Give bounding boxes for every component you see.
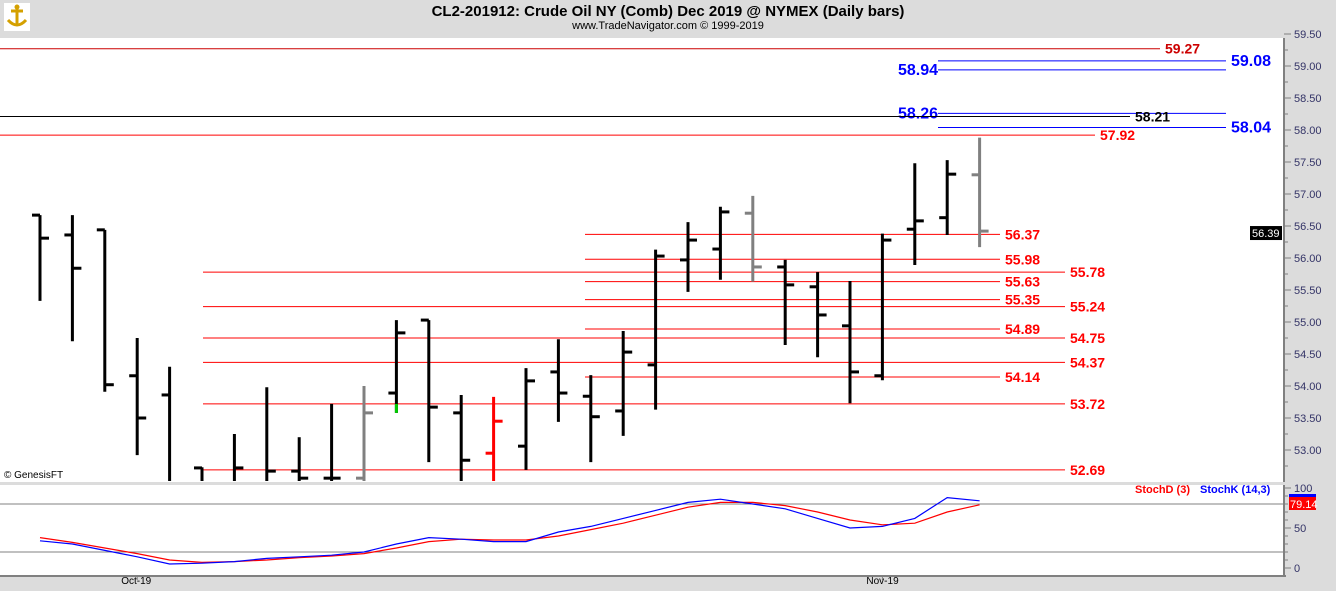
stoch-y-label: 100 xyxy=(1294,483,1312,495)
level-label: 54.75 xyxy=(1070,330,1105,346)
y-tick-label: 56.50 xyxy=(1294,221,1322,233)
level-label: 58.21 xyxy=(1135,109,1170,125)
stochd-line xyxy=(39,501,980,564)
level-label: 56.37 xyxy=(1005,226,1040,242)
last-price-box xyxy=(1250,226,1282,241)
chart-title: CL2-201912: Crude Oil NY (Comb) Dec 2019… xyxy=(431,3,905,20)
price-panel xyxy=(0,38,1284,482)
stoch-y-label: 0 xyxy=(1294,563,1300,575)
y-tick-label: 57.50 xyxy=(1294,157,1322,169)
y-tick-label: 55.00 xyxy=(1294,317,1322,329)
level-label: 59.27 xyxy=(1165,41,1200,57)
level-label: 52.69 xyxy=(1070,462,1105,478)
level-label: 55.63 xyxy=(1005,274,1040,290)
level-label: 54.89 xyxy=(1005,321,1040,337)
y-tick-label: 56.00 xyxy=(1294,253,1322,265)
level-label: 55.98 xyxy=(1005,251,1040,267)
level-label: 53.72 xyxy=(1070,396,1105,412)
legend-stochk: StochK (14,3) xyxy=(1200,484,1271,496)
stochk-marker xyxy=(1289,494,1316,497)
y-tick-label: 54.00 xyxy=(1294,381,1322,393)
level-label: 55.78 xyxy=(1070,264,1105,280)
level-label: 59.08 xyxy=(1231,53,1271,70)
level-label: 58.94 xyxy=(898,62,938,79)
stoch-last-box xyxy=(1289,497,1316,510)
y-tick-label: 58.00 xyxy=(1294,125,1322,137)
y-tick-label: 59.50 xyxy=(1294,29,1322,41)
level-label: 55.24 xyxy=(1070,299,1105,315)
y-tick-label: 54.50 xyxy=(1294,349,1322,361)
level-label: 54.14 xyxy=(1005,369,1040,385)
stoch-y-label: 50 xyxy=(1294,523,1306,535)
y-tick-label: 59.00 xyxy=(1294,61,1322,73)
legend-stochd: StochD (3) xyxy=(1135,484,1190,496)
stochk-line xyxy=(39,496,980,565)
level-label: 57.92 xyxy=(1100,127,1135,143)
y-tick-label: 53.00 xyxy=(1294,445,1322,457)
x-tick-label: Nov-19 xyxy=(866,576,899,587)
watermark: © GenesisFT xyxy=(4,470,63,481)
level-label: 58.04 xyxy=(1231,119,1271,136)
y-tick-label: 55.50 xyxy=(1294,285,1322,297)
level-label: 58.26 xyxy=(898,105,938,122)
stoch-panel xyxy=(0,485,1284,575)
level-label: 54.37 xyxy=(1070,354,1105,370)
x-tick-label: Oct-19 xyxy=(121,576,151,587)
y-tick-label: 58.50 xyxy=(1294,93,1322,105)
y-tick-label: 57.00 xyxy=(1294,189,1322,201)
level-label: 55.35 xyxy=(1005,292,1040,308)
anchor-logo-icon xyxy=(4,3,30,36)
chart-header: CL2-201912: Crude Oil NY (Comb) Dec 2019… xyxy=(0,0,1336,38)
chart-subtitle: www.TradeNavigator.com © 1999-2019 xyxy=(572,20,764,32)
y-tick-label: 53.50 xyxy=(1294,413,1322,425)
stoch-last-label: 79.14 xyxy=(1290,499,1318,511)
last-price-label: 56.39 xyxy=(1252,228,1280,240)
